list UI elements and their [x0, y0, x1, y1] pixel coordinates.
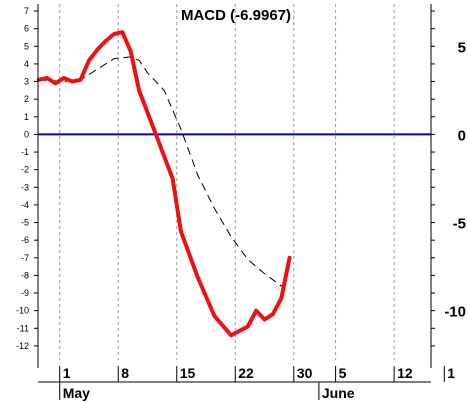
x-tick-label: 12	[397, 365, 413, 381]
right-tick-label: -10	[444, 304, 466, 321]
right-tick-label: 5	[458, 39, 466, 56]
left-tick-label: -3	[21, 182, 29, 192]
x-tick-label: 1	[447, 365, 455, 381]
right-tick-label: -5	[453, 216, 466, 233]
left-tick-label: -1	[21, 147, 29, 157]
month-label: June	[322, 385, 355, 401]
left-tick-label: 5	[24, 41, 29, 51]
left-tick-label: -5	[21, 218, 29, 228]
right-y-axis: 5 0 -5 -10	[430, 4, 466, 368]
x-tick-label: 5	[339, 365, 347, 381]
left-tick-label: 6	[24, 24, 29, 34]
left-tick-label: 7	[24, 6, 29, 16]
left-tick-label: 4	[24, 59, 29, 69]
left-tick-label: 1	[24, 112, 29, 122]
left-tick-label: -11	[17, 323, 29, 333]
left-tick-label: -9	[21, 288, 29, 298]
x-tick-label: 22	[238, 365, 254, 381]
x-tick-label: 30	[297, 365, 313, 381]
x-tick-label: 1	[63, 365, 71, 381]
left-tick-label: -8	[21, 270, 29, 280]
left-tick-label: -6	[21, 235, 29, 245]
left-tick-label: -7	[21, 253, 29, 263]
left-tick-label: 3	[24, 77, 29, 87]
left-tick-label: -12	[16, 341, 29, 351]
x-tick-label: 15	[180, 365, 196, 381]
x-axis: 1 8 15 22 30 5 12 1 May June	[38, 365, 455, 401]
left-tick-label: 2	[24, 94, 29, 104]
signal-line	[38, 56, 290, 287]
macd-line	[36, 30, 292, 338]
left-y-axis: 7 6 5 4 3 2 1 0 -1 -2 -3 -4 -5 -6 -7 -8 -9 -10 -11 -12	[16, 4, 39, 368]
left-tick-label: 0	[24, 129, 29, 139]
chart-title: MACD (-6.9967)	[181, 7, 291, 24]
vertical-gridlines	[59, 4, 395, 360]
x-tick-label: 8	[121, 365, 129, 381]
right-tick-label: 0	[458, 127, 466, 144]
month-label: May	[63, 385, 90, 401]
left-tick-label: -4	[21, 200, 29, 210]
left-tick-label: -10	[16, 306, 29, 316]
left-tick-label: -2	[21, 165, 29, 175]
